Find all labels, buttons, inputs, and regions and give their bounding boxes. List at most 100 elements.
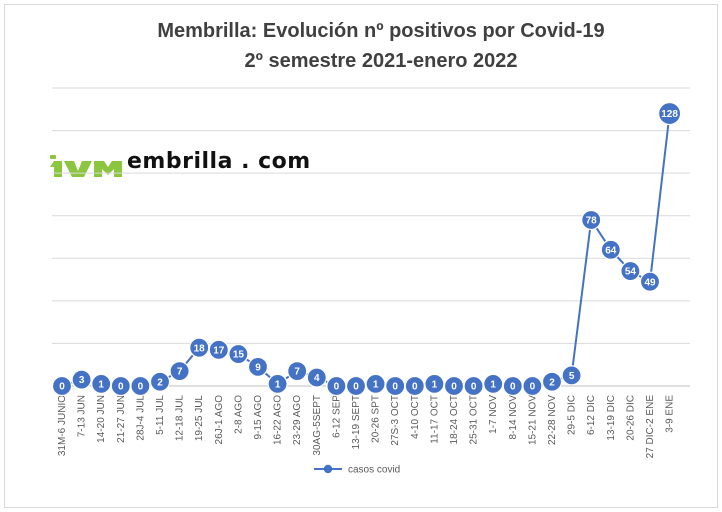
- data-label: 54: [625, 267, 637, 278]
- data-point: [443, 375, 465, 397]
- data-point: [365, 373, 386, 394]
- data-label: 0: [471, 382, 477, 393]
- legend-marker: [323, 464, 333, 474]
- data-label: 1: [432, 379, 438, 390]
- gridlines: [52, 87, 690, 344]
- x-tick-label: 26J-1 AGO: [214, 395, 225, 445]
- data-point: [71, 369, 92, 390]
- x-tick-label: 22-28 NOV: [547, 395, 558, 445]
- data-label: 0: [334, 382, 340, 393]
- data-point: [306, 367, 327, 388]
- x-tick-label: 11-17 OCT: [429, 395, 440, 444]
- data-label: 18: [194, 343, 206, 354]
- data-label: 15: [233, 350, 245, 361]
- data-label: 0: [138, 382, 144, 393]
- x-tick-label: 29-5 DIC: [567, 395, 578, 435]
- x-tick-label: 21-27 JUN: [116, 395, 127, 443]
- chart-title-line-1: Membrilla: Evolución nº positivos por Co…: [157, 20, 605, 42]
- data-point: [483, 373, 504, 394]
- data-label: 0: [392, 382, 398, 393]
- data-label: 128: [661, 109, 678, 120]
- x-tick-label: 13-19 SEPT: [351, 395, 362, 449]
- data-label: 1: [490, 379, 496, 390]
- data-label: 17: [213, 345, 225, 356]
- chart-title: Membrilla: Evolución nº positivos por Co…: [0, 16, 722, 76]
- data-label: 0: [530, 382, 536, 393]
- data-point: [620, 260, 641, 282]
- series-line-casos-covid: [61, 113, 671, 387]
- data-label: 64: [605, 245, 617, 256]
- data-point: [130, 375, 151, 397]
- x-tick-label: 16-22 AGO: [273, 395, 284, 445]
- x-tick-label: 15-21 NOV: [527, 395, 538, 445]
- data-label: 0: [59, 382, 65, 393]
- data-point: [424, 373, 445, 394]
- data-point: [267, 373, 288, 394]
- data-point: [326, 375, 347, 397]
- data-point: [639, 271, 661, 292]
- x-tick-label: 25-31 OCT: [469, 395, 480, 444]
- x-axis-ticks: 31M-6 JUNIO 7-13 JUN 14-20 JUN 21-27 JUN 28J…: [57, 395, 676, 459]
- data-label: 2: [549, 377, 555, 388]
- data-point: [208, 339, 229, 360]
- data-point: [502, 375, 523, 397]
- legend: casos covid: [314, 465, 400, 476]
- x-tick-label: 8-14 NOV: [508, 395, 519, 440]
- x-tick-label: 2-8 AGO: [233, 395, 244, 434]
- x-tick-label: 23-29 AGO: [292, 395, 303, 445]
- x-tick-label: 3-9 ENE: [665, 395, 676, 433]
- x-tick-label: 20-26 DIC: [625, 395, 636, 441]
- data-point: [169, 361, 190, 382]
- x-tick-label: 13-19 DIC: [606, 395, 617, 441]
- data-point: [404, 375, 425, 397]
- data-label: 1: [275, 379, 281, 390]
- data-point: [91, 373, 112, 394]
- data-point: [561, 365, 582, 386]
- data-point: [581, 209, 602, 231]
- chart-title-line-2: 2º semestre 2021-enero 2022: [244, 50, 518, 72]
- data-point: [345, 375, 367, 397]
- data-point: [228, 343, 249, 365]
- x-tick-label: 12-18 JUL: [175, 395, 186, 442]
- x-tick-label: 19-25 JUL: [194, 395, 205, 442]
- x-tick-label: 20-26 SPT: [371, 395, 382, 443]
- x-tick-label: 1-7 NOV: [488, 395, 499, 434]
- data-label: 1: [98, 379, 104, 390]
- x-tick-label: 31M-6 JUNIO: [57, 395, 68, 456]
- data-point: [287, 361, 308, 382]
- logo-dot: [50, 155, 56, 159]
- data-label: 78: [586, 216, 598, 227]
- data-point: [522, 375, 543, 397]
- data-label: 5: [569, 371, 575, 382]
- data-label: 0: [353, 382, 359, 393]
- x-tick-label: 30AG-5SEPT: [312, 395, 323, 456]
- x-tick-label: 5-11 JUL: [155, 395, 166, 435]
- x-tick-label: 4-10 OCT: [410, 395, 421, 439]
- data-label: 4: [314, 373, 320, 384]
- x-tick-label: 27 DIC-2 ENE: [645, 395, 656, 459]
- data-label: 9: [255, 362, 261, 373]
- data-label: 0: [118, 382, 124, 393]
- data-label: 7: [177, 367, 183, 378]
- x-tick-label: 7-13 JUN: [77, 395, 88, 437]
- x-tick-label: 28J-4 JUL: [135, 395, 146, 441]
- logo-text: embrilla . com: [127, 148, 311, 174]
- data-label: 1: [373, 379, 379, 390]
- x-tick-label: 14-20 JUN: [96, 395, 107, 443]
- legend-label: casos covid: [348, 465, 400, 476]
- data-label: 3: [79, 375, 85, 386]
- data-point: [51, 375, 73, 397]
- data-label: 0: [510, 382, 516, 393]
- data-label: 7: [294, 367, 300, 378]
- x-tick-label: 27S-3 OCT: [390, 395, 401, 446]
- x-tick-label: 9-15 AGO: [253, 395, 264, 440]
- x-tick-label: 18-24 OCT: [449, 395, 460, 444]
- data-point: [541, 371, 563, 392]
- data-label: 0: [451, 382, 457, 393]
- data-point: [657, 101, 682, 126]
- data-label: 2: [157, 377, 163, 388]
- data-point: [149, 371, 171, 392]
- data-point: [247, 356, 269, 377]
